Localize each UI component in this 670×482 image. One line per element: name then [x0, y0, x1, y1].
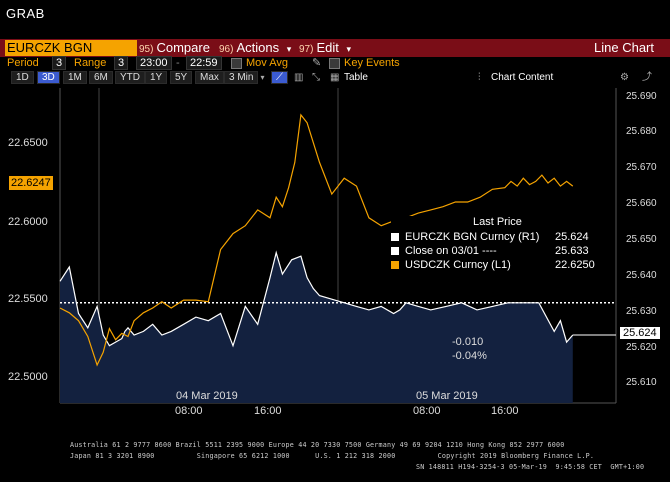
toolbar	[0, 39, 670, 57]
period-btn-max[interactable]: Max	[195, 71, 224, 85]
left-tick-4: 22.5000	[8, 371, 48, 383]
legend-row-close: Close on 03/01 ---- 25.633	[391, 244, 611, 258]
ticker-field[interactable]: EURCZK BGN Curncy	[5, 40, 137, 71]
right-tick-1: 25.690	[626, 91, 657, 102]
time-to-input[interactable]: 22:59	[186, 56, 222, 70]
right-tick-9: 25.610	[626, 377, 657, 388]
footer-line-1: Australia 61 2 9777 8600 Brazil 5511 239…	[70, 441, 565, 449]
eurczk-line	[59, 250, 574, 348]
table-icon[interactable]: ▦	[330, 72, 340, 83]
legend-value-usdczk: 22.6250	[555, 259, 595, 271]
right-tick-5: 25.650	[626, 234, 657, 245]
right-tick-8: 25.620	[626, 342, 657, 353]
x-date-2: 05 Mar 2019	[416, 390, 478, 402]
change-percent: -0.04%	[452, 350, 487, 362]
time-from-input[interactable]: 23:00	[136, 56, 172, 70]
period-btn-3d[interactable]: 3D	[37, 71, 60, 85]
period-btn-5y[interactable]: 5Y	[170, 71, 193, 85]
edit-button[interactable]: 97) Edit ▾	[299, 40, 351, 56]
x-tick-4: 16:00	[491, 405, 519, 417]
x-tick-2: 16:00	[254, 405, 282, 417]
left-tick-2: 22.6000	[8, 216, 48, 228]
range-input[interactable]: 3	[114, 56, 129, 70]
chart-content-icon[interactable]: ⫶	[478, 72, 481, 83]
legend-label-eurczk: EURCZK BGN Curncy (R1)	[405, 231, 540, 243]
legend-value-close: 25.633	[555, 245, 589, 257]
pencil-icon[interactable]: ✎	[312, 57, 322, 69]
right-tick-6: 25.640	[626, 270, 657, 281]
legend-title: Last Price	[473, 216, 522, 228]
actions-number: 96)	[219, 44, 234, 55]
compare-label: Compare	[156, 40, 210, 55]
period-input[interactable]: 3	[52, 56, 67, 70]
chart-lines	[59, 113, 616, 367]
footer-line-2: Japan 81 3 3201 8900 Singapore 65 6212 1…	[70, 452, 595, 460]
table-button[interactable]: Table	[344, 72, 368, 83]
footer-line-3: SN 148811 H194-3254-3 05-Mar-19 9:45:58 …	[416, 463, 645, 471]
legend: Last Price EURCZK BGN Curncy (R1) 25.624…	[391, 216, 611, 276]
mov-avg-label: Mov Avg	[246, 57, 288, 69]
legend-swatch-close	[391, 247, 399, 255]
x-date-1: 04 Mar 2019	[176, 390, 238, 402]
actions-label: Actions	[236, 40, 280, 55]
eurczk-area	[60, 252, 573, 403]
key-events-checkbox[interactable]	[329, 57, 340, 70]
period-btn-1y[interactable]: 1Y	[145, 71, 168, 85]
eurczk-area-fill	[60, 252, 573, 403]
legend-swatch-eurczk	[391, 233, 399, 241]
mov-avg-checkbox[interactable]	[231, 57, 242, 70]
right-tick-3: 25.670	[626, 162, 657, 173]
chart-content-button[interactable]: Chart Content	[491, 72, 554, 83]
period-btn-1d[interactable]: 1D	[11, 71, 34, 85]
compare-button[interactable]: 95) Compare	[139, 40, 210, 56]
right-tick-2: 25.680	[626, 126, 657, 137]
legend-row-usdczk: USDCZK Curncy (L1) 22.6250	[391, 258, 611, 272]
interval-select[interactable]: 3 Min ▾	[224, 71, 264, 85]
x-tick-3: 08:00	[413, 405, 441, 417]
share-icon[interactable]: ⤴	[642, 72, 652, 83]
chart-type-label[interactable]: Line Chart	[594, 40, 654, 55]
x-tick-1: 08:00	[175, 405, 203, 417]
legend-value-eurczk: 25.624	[555, 231, 589, 243]
left-tick-1: 22.6500	[8, 137, 48, 149]
right-tick-4: 25.660	[626, 198, 657, 209]
key-events-label: Key Events	[344, 57, 400, 69]
compare-number: 95)	[139, 44, 154, 55]
range-label: Range	[74, 57, 107, 69]
chevron-down-icon: ▾	[346, 44, 352, 54]
period-btn-1m[interactable]: 1M	[63, 71, 87, 85]
window-title: GRAB	[6, 6, 45, 21]
usdczk-line	[59, 113, 574, 367]
legend-swatch-usdczk	[391, 261, 399, 269]
left-last-price-tag: 22.6247	[9, 176, 53, 190]
left-tick-3: 22.5500	[8, 293, 48, 305]
legend-row-eurczk: EURCZK BGN Curncy (R1) 25.624	[391, 230, 611, 244]
line-chart-icon[interactable]: ⟋	[271, 71, 288, 85]
legend-label-close: Close on 03/01 ----	[405, 245, 497, 257]
period-btn-ytd[interactable]: YTD	[115, 71, 145, 85]
actions-button[interactable]: 96) Actions ▾	[219, 40, 291, 56]
right-last-price-tag: 25.624	[620, 327, 660, 339]
period-btn-6m[interactable]: 6M	[89, 71, 113, 85]
edit-number: 97)	[299, 44, 314, 55]
range-separator: -	[176, 57, 180, 69]
edit-label: Edit	[316, 40, 339, 55]
bar-chart-icon[interactable]: ▥	[294, 72, 304, 83]
change-value: -0.010	[452, 336, 484, 348]
period-label: Period	[7, 57, 39, 69]
fit-icon[interactable]: ⤡	[312, 72, 320, 83]
chevron-down-icon: ▾	[286, 44, 292, 54]
legend-label-usdczk: USDCZK Curncy (L1)	[405, 259, 511, 271]
right-tick-7: 25.630	[626, 306, 657, 317]
settings-icon[interactable]: ⚙	[620, 72, 629, 83]
